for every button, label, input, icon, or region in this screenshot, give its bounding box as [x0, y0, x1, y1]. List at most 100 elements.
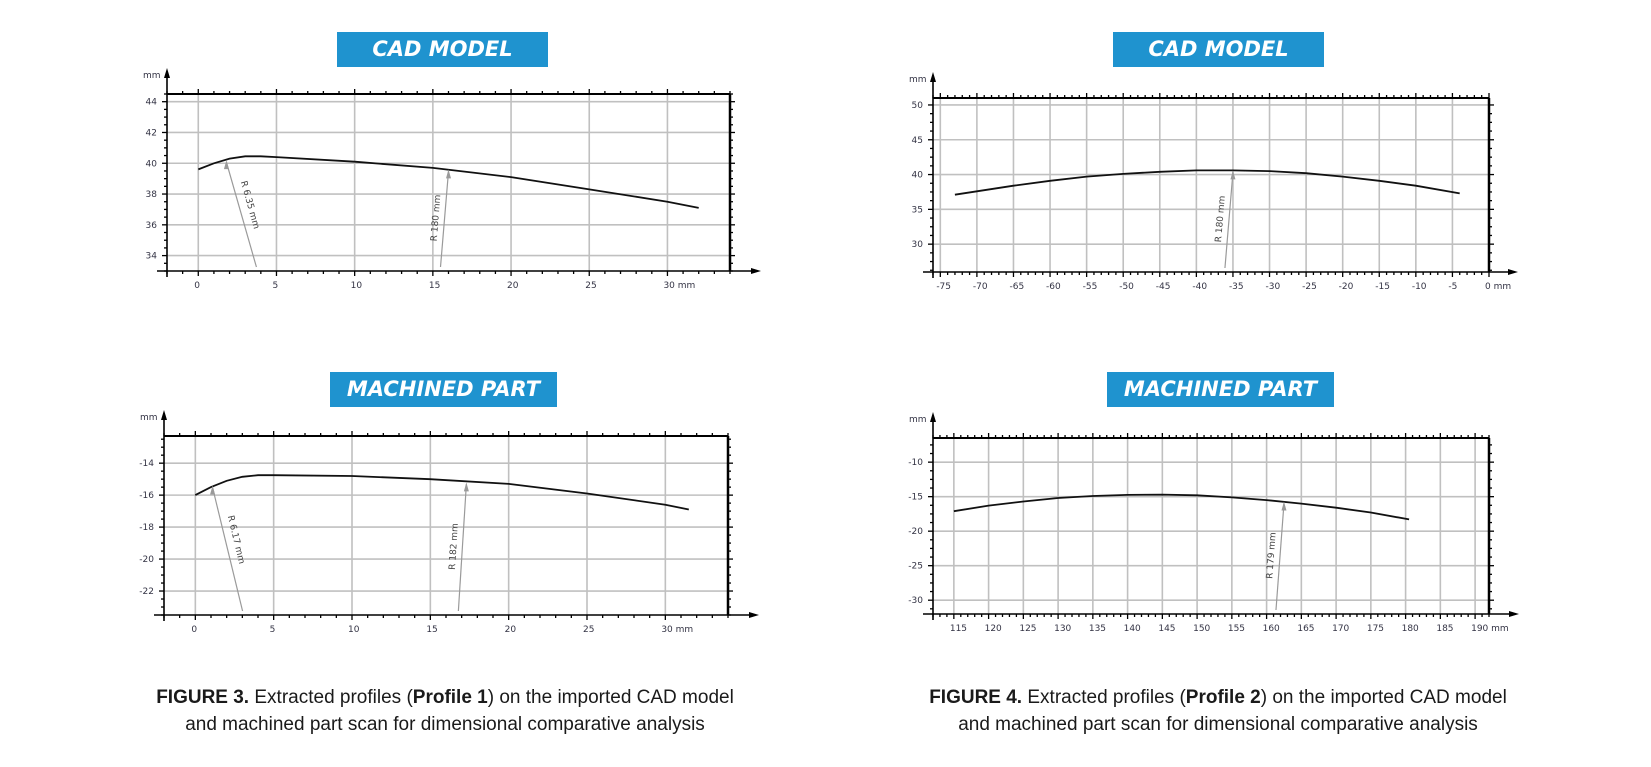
radius-leader-line — [225, 162, 258, 268]
y-tick-label: -15 — [908, 493, 923, 503]
radius-leader-line — [439, 171, 450, 268]
y-tick-label: 30 — [912, 240, 924, 250]
radius-leader-line — [1224, 172, 1234, 269]
radius-arrow-icon — [223, 160, 229, 170]
profile-curve — [194, 474, 689, 511]
x-tick-label: 5 — [270, 625, 276, 635]
x-tick-label: 0 — [194, 281, 200, 291]
x-tick-label: -45 — [1156, 282, 1171, 292]
caption-text: Extracted profiles ( — [1022, 687, 1186, 708]
plot-area — [164, 436, 728, 615]
profile-curve — [197, 155, 699, 209]
y-tick-label: 44 — [146, 98, 158, 108]
banner-cad-model-fig3: CAD MODEL — [337, 32, 548, 67]
caption-line-1: FIGURE 4. Extracted profiles (Profile 2)… — [853, 684, 1583, 711]
y-tick-label: -14 — [139, 459, 154, 469]
x-tick-label: 135 — [1089, 624, 1106, 634]
x-tick-label: 0 — [191, 625, 197, 635]
y-tick-label: -22 — [139, 587, 154, 597]
y-axis-unit-label: mm — [909, 415, 927, 425]
y-axis-arrow-icon — [164, 68, 170, 78]
y-axis-unit-label: mm — [140, 413, 158, 423]
x-tick-label: 140 — [1124, 624, 1141, 634]
x-tick-label: 25 — [585, 281, 596, 291]
x-tick-label: 175 — [1367, 624, 1384, 634]
figure-4-caption: FIGURE 4. Extracted profiles (Profile 2)… — [853, 684, 1583, 738]
plot-area — [933, 438, 1489, 614]
x-tick-label: -15 — [1375, 282, 1390, 292]
y-tick-label: 36 — [146, 221, 158, 231]
caption-label: FIGURE 4. — [929, 687, 1023, 708]
profile-curve — [954, 169, 1460, 196]
x-tick-label: -65 — [1009, 282, 1024, 292]
x-tick-label: 160 — [1263, 624, 1280, 634]
x-tick-label: 5 — [272, 281, 278, 291]
x-tick-label: 15 — [429, 281, 440, 291]
x-tick-label: -20 — [1339, 282, 1354, 292]
y-tick-label: -10 — [908, 458, 923, 468]
x-tick-label: -70 — [973, 282, 988, 292]
figure-3-caption: FIGURE 3. Extracted profiles (Profile 1)… — [80, 684, 810, 738]
y-axis-unit-label: mm — [909, 75, 927, 85]
x-tick-label: 30 mm — [663, 281, 695, 291]
banner-machined-part-fig3: MACHINED PART — [330, 372, 557, 407]
caption-bold: Profile 2 — [1185, 687, 1261, 708]
x-tick-label: 0 mm — [1485, 282, 1511, 292]
x-tick-label: 25 — [583, 625, 594, 635]
radius-leader-line — [1275, 503, 1285, 611]
x-tick-label: 115 — [950, 624, 967, 634]
x-tick-label: 120 — [985, 624, 1002, 634]
y-axis-arrow-icon — [930, 412, 936, 422]
y-tick-label: 50 — [912, 101, 924, 111]
radius-arrow-icon — [210, 485, 216, 495]
y-tick-label: 34 — [146, 252, 158, 262]
caption-line-2: and machined part scan for dimensional c… — [185, 714, 705, 735]
x-tick-label: 15 — [426, 625, 437, 635]
caption-line-2: and machined part scan for dimensional c… — [958, 714, 1478, 735]
caption-bold: Profile 1 — [412, 687, 488, 708]
y-tick-label: 40 — [146, 159, 158, 169]
x-axis-arrow-icon — [1509, 611, 1519, 617]
y-tick-label: 35 — [912, 205, 923, 215]
x-axis-arrow-icon — [749, 612, 759, 618]
x-tick-label: -35 — [1229, 282, 1244, 292]
x-tick-label: 190 mm — [1471, 624, 1509, 634]
x-tick-label: 10 — [351, 281, 363, 291]
y-tick-label: -18 — [139, 523, 154, 533]
x-tick-label: -50 — [1119, 282, 1134, 292]
radius-arrow-icon — [1281, 501, 1287, 511]
x-tick-label: -25 — [1302, 282, 1317, 292]
y-tick-label: 40 — [912, 171, 924, 181]
x-tick-label: -10 — [1412, 282, 1427, 292]
x-tick-label: 125 — [1019, 624, 1036, 634]
radius-annotation-label: R 179 mm — [1265, 532, 1278, 579]
y-tick-label: -30 — [908, 596, 923, 606]
radius-annotation-label: R 180 mm — [430, 194, 444, 241]
x-tick-label: 165 — [1297, 624, 1314, 634]
y-tick-label: -16 — [139, 491, 154, 501]
x-tick-label: 150 — [1193, 624, 1210, 634]
y-axis-arrow-icon — [161, 410, 167, 420]
x-tick-label: -55 — [1083, 282, 1098, 292]
radius-leader-line — [211, 487, 244, 612]
x-axis-arrow-icon — [751, 268, 761, 274]
caption-text: ) on the imported CAD model — [1260, 687, 1507, 708]
y-tick-label: 42 — [146, 128, 157, 138]
x-tick-label: 180 — [1402, 624, 1419, 634]
profile-curve — [953, 493, 1410, 521]
x-tick-label: -30 — [1266, 282, 1281, 292]
x-tick-label: -5 — [1448, 282, 1457, 292]
x-tick-label: 155 — [1228, 624, 1245, 634]
x-tick-label: -60 — [1046, 282, 1061, 292]
x-tick-label: 30 mm — [661, 625, 693, 635]
banner-machined-part-fig4: MACHINED PART — [1107, 372, 1334, 407]
radius-arrow-icon — [463, 482, 469, 492]
x-tick-label: 185 — [1436, 624, 1453, 634]
x-tick-label: 145 — [1158, 624, 1175, 634]
x-tick-label: -40 — [1192, 282, 1207, 292]
x-tick-label: -75 — [936, 282, 951, 292]
